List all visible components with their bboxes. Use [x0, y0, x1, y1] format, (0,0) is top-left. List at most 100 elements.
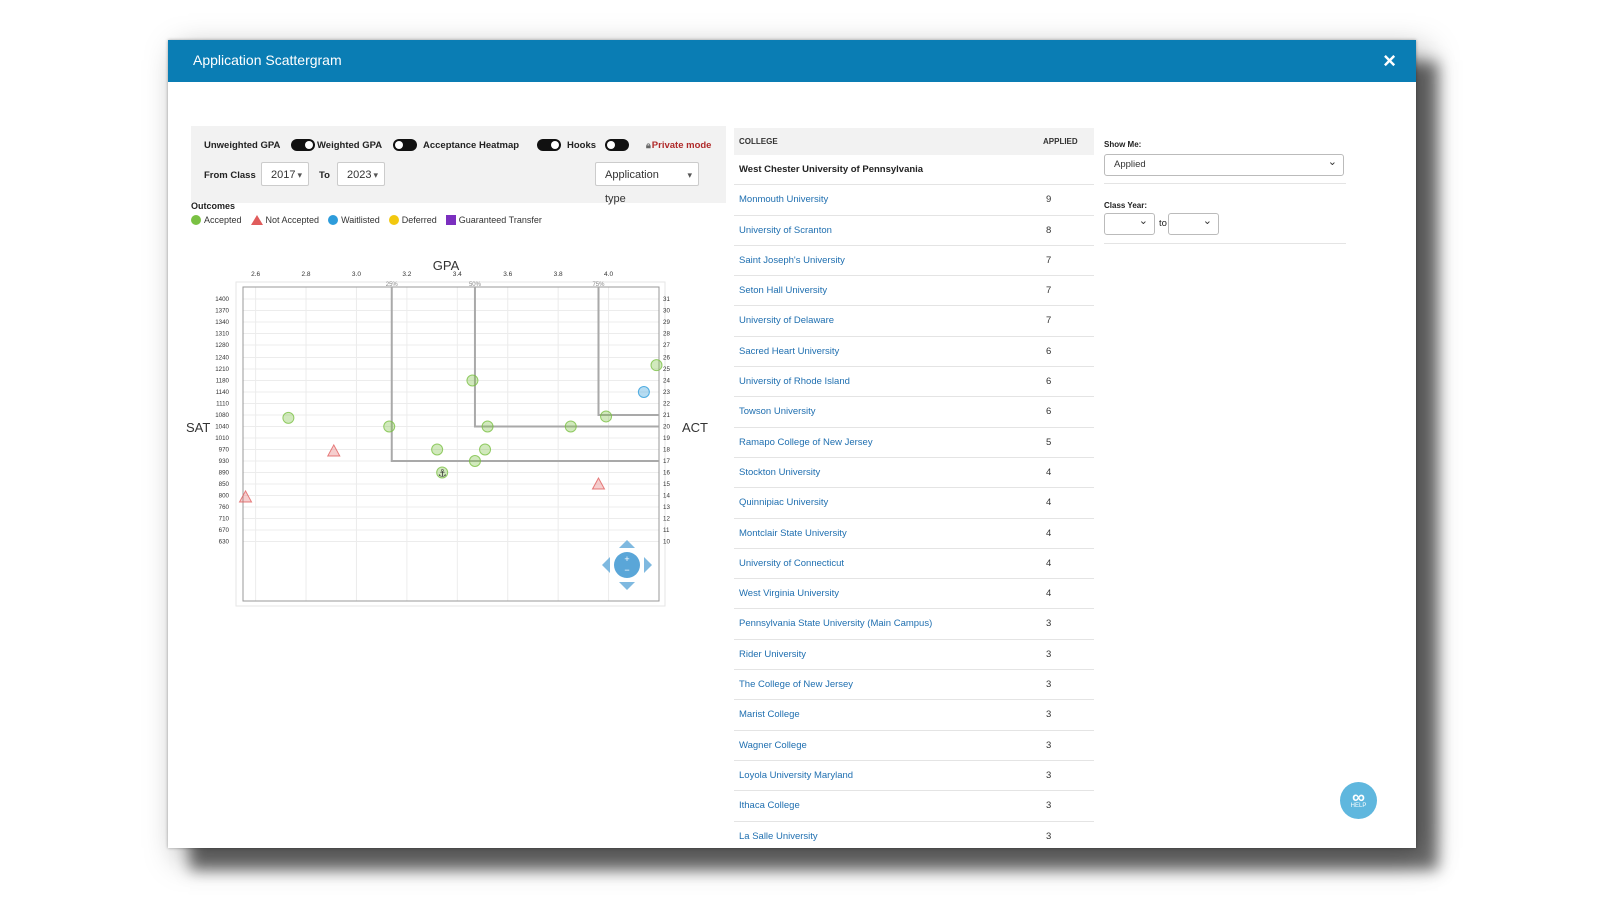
pan-right-arrow[interactable]: [644, 557, 652, 573]
gpa-tick-label: 4.0: [604, 271, 613, 278]
class-year-to-label: to: [1159, 218, 1167, 229]
act-tick-label: 27: [663, 342, 670, 349]
act-tick-label: 21: [663, 412, 670, 419]
act-tick-label: 14: [663, 493, 670, 500]
private-mode-link[interactable]: 🔒︎Private mode: [646, 140, 711, 151]
act-tick-label: 23: [663, 389, 670, 396]
pan-down-arrow[interactable]: [619, 582, 635, 590]
scattergram-modal: Application Scattergram × Unweighted GPA…: [168, 40, 1416, 848]
circle-marker-icon: [328, 215, 339, 225]
act-tick-label: 15: [663, 481, 670, 488]
pan-up-arrow[interactable]: [619, 540, 635, 548]
divider: [1104, 183, 1346, 184]
sat-tick-label: 1280: [215, 342, 229, 349]
percentile-line: [473, 287, 659, 428]
applied-count: 4: [1046, 527, 1052, 539]
table-row: University of Scranton 8: [734, 216, 1094, 246]
applied-count: 5: [1046, 436, 1052, 448]
college-link[interactable]: La Salle University: [739, 830, 818, 842]
triangle-marker-icon: [250, 215, 263, 225]
show-me-select[interactable]: Applied: [1104, 152, 1344, 176]
legend-item: Not Accepted: [250, 215, 319, 225]
class-year-from-select[interactable]: [1104, 211, 1155, 235]
college-link[interactable]: West Virginia University: [739, 588, 839, 600]
from-class-select[interactable]: 2017: [261, 162, 309, 187]
college-link[interactable]: Seton Hall University: [739, 285, 828, 297]
table-row: University of Connecticut 4: [734, 549, 1094, 580]
modal-title: Application Scattergram: [193, 52, 342, 68]
to-class-select[interactable]: 2023: [337, 162, 385, 187]
college-link[interactable]: Ithaca College: [739, 800, 800, 812]
private-mode-label: Private mode: [651, 140, 712, 151]
table-row: Ramapo College of New Jersey 5: [734, 428, 1094, 458]
unweighted-gpa-label: Unweighted GPA: [204, 140, 281, 151]
gpa-tick-label: 3.8: [554, 271, 563, 278]
table-row: Saint Joseph's University 7: [734, 246, 1094, 277]
applied-count: 3: [1046, 739, 1052, 751]
sat-tick-label: 1370: [215, 308, 229, 315]
college-link[interactable]: University of Connecticut: [739, 557, 845, 569]
sat-tick-label: 1010: [215, 435, 229, 442]
table-row: Sacred Heart University 6: [734, 337, 1094, 368]
college-link[interactable]: Monmouth University: [739, 194, 829, 206]
outcomes-legend: Accepted Not Accepted Waitlisted Deferred Gu…: [191, 215, 551, 225]
gpa-tick-label: 3.2: [402, 271, 411, 278]
close-icon[interactable]: ×: [1383, 48, 1396, 73]
table-row: University of Delaware 7: [734, 306, 1094, 337]
college-link[interactable]: Saint Joseph's University: [739, 254, 845, 266]
zoom-button[interactable]: [614, 552, 640, 578]
zoom-in-icon[interactable]: +: [624, 554, 629, 564]
data-point-not-accepted: [238, 489, 253, 503]
acceptance-heatmap-toggle[interactable]: [537, 139, 561, 151]
college-link[interactable]: Loyola University Maryland: [739, 769, 854, 781]
applied-count: 9: [1046, 194, 1052, 206]
weighted-gpa-toggle[interactable]: [393, 139, 417, 151]
college-link[interactable]: Pennsylvania State University (Main Camp…: [739, 618, 933, 630]
college-link[interactable]: University of Scranton: [739, 224, 832, 236]
act-tick-label: 17: [663, 458, 670, 465]
applied-count: 3: [1046, 769, 1052, 781]
legend-item: Accepted: [191, 215, 242, 225]
hooks-toggle[interactable]: [605, 139, 629, 151]
college-link[interactable]: University of Delaware: [739, 315, 835, 327]
sat-tick-label: 1180: [216, 378, 230, 385]
table-row: Monmouth University 9: [734, 185, 1094, 216]
sat-tick-label: 1240: [215, 355, 229, 362]
modal-header: Application Scattergram ×: [168, 40, 1416, 82]
college-link[interactable]: University of Rhode Island: [739, 376, 850, 388]
act-tick-label: 24: [663, 378, 670, 385]
outcomes-title: Outcomes: [191, 201, 236, 211]
gpa-tick-label: 2.6: [251, 271, 260, 278]
pan-left-arrow[interactable]: [602, 557, 610, 573]
college-link[interactable]: Sacred Heart University: [739, 345, 840, 357]
pan-zoom-control[interactable]: +−: [602, 540, 652, 590]
data-point-accepted: [479, 443, 492, 456]
y2-axis-title: ACT: [682, 420, 708, 435]
college-link[interactable]: Quinnipiac University: [739, 497, 829, 509]
class-year-to-select[interactable]: [1168, 211, 1219, 235]
help-button[interactable]: ∞ HELP: [1340, 782, 1377, 819]
legend-label: Deferred: [401, 215, 437, 225]
application-type-select[interactable]: Application type: [595, 162, 699, 205]
applied-count: 4: [1046, 557, 1052, 569]
data-point-accepted: [466, 374, 479, 387]
college-link[interactable]: Marist College: [739, 709, 800, 721]
college-link[interactable]: The College of New Jersey: [739, 679, 854, 691]
college-link[interactable]: Stockton University: [739, 466, 821, 478]
college-link[interactable]: Rider University: [739, 648, 807, 660]
unweighted-gpa-toggle[interactable]: [291, 139, 315, 151]
anchor-icon: ⚓: [438, 469, 447, 480]
college-link[interactable]: Wagner College: [739, 739, 807, 751]
college-link[interactable]: Towson University: [739, 406, 816, 418]
table-row: Rider University 3: [734, 640, 1094, 671]
legend-label: Waitlisted: [341, 215, 380, 225]
zoom-out-icon[interactable]: −: [624, 565, 629, 575]
college-link[interactable]: Montclair State University: [739, 527, 847, 539]
applied-count: 3: [1046, 709, 1052, 721]
sat-tick-label: 710: [219, 516, 230, 523]
act-tick-label: 11: [663, 527, 670, 534]
college-link[interactable]: Ramapo College of New Jersey: [739, 436, 873, 448]
table-row: Stockton University 4: [734, 458, 1094, 489]
act-tick-label: 10: [663, 539, 670, 546]
sat-tick-label: 970: [219, 447, 230, 454]
